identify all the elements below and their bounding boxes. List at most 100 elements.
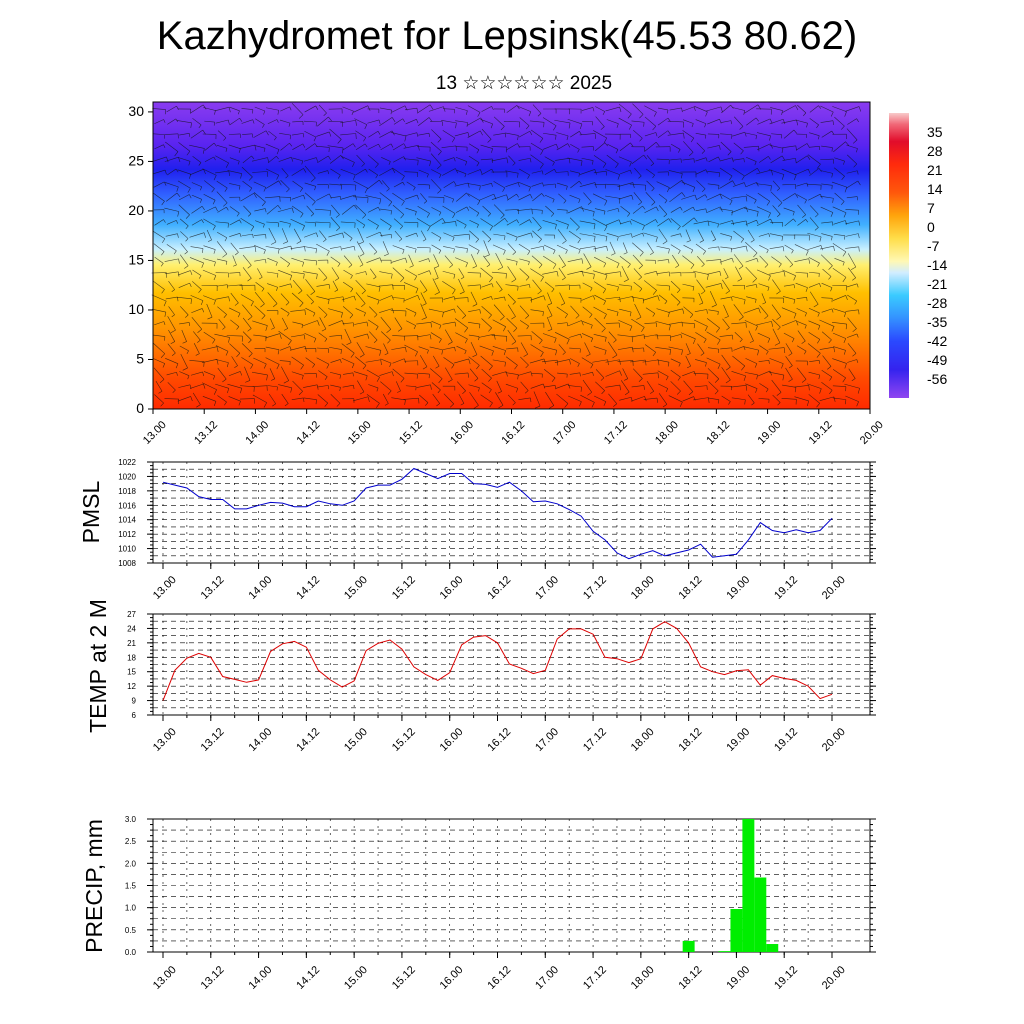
wind-barb bbox=[770, 155, 783, 164]
wind-barb bbox=[443, 296, 455, 300]
wind-barb-flag bbox=[426, 173, 429, 178]
wind-barb bbox=[342, 281, 354, 289]
wind-barb-flag bbox=[740, 238, 745, 243]
wind-barb-flag bbox=[578, 249, 581, 254]
wind-barb-flag bbox=[757, 350, 759, 356]
wind-barb bbox=[393, 181, 403, 188]
wind-barb-flag bbox=[745, 220, 748, 227]
wind-barb bbox=[327, 296, 344, 300]
wind-barb bbox=[455, 206, 467, 213]
wind-barb-flag bbox=[603, 314, 607, 319]
wind-barb bbox=[392, 297, 405, 299]
wind-barb bbox=[606, 119, 619, 124]
wind-barb bbox=[405, 269, 417, 277]
wind-barb-flag bbox=[503, 250, 506, 255]
wind-barb-flag bbox=[793, 284, 795, 289]
wind-barb-flag bbox=[774, 342, 781, 346]
wind-barb bbox=[808, 371, 820, 376]
wind-barb-flag bbox=[844, 235, 846, 240]
wind-barb-flag bbox=[211, 188, 215, 193]
wind-barb bbox=[518, 243, 531, 252]
wind-barb bbox=[845, 180, 859, 189]
wind-barb bbox=[456, 219, 467, 226]
wind-barb-flag bbox=[580, 386, 582, 392]
wind-barb-flag bbox=[771, 321, 774, 327]
wind-barb-flag bbox=[353, 385, 355, 390]
wind-barb bbox=[419, 394, 429, 403]
wind-barb bbox=[190, 246, 204, 249]
wind-barb-flag bbox=[724, 316, 729, 319]
wind-barb bbox=[366, 257, 381, 263]
wind-barb bbox=[240, 385, 255, 388]
wind-barb bbox=[833, 220, 846, 225]
cross-section-x-axis: 13.00 13.12 14.00 14.12 15.00 15.12 16.00 16.12… bbox=[141, 409, 886, 447]
wind-barb-flag bbox=[700, 352, 705, 356]
wind-barb bbox=[493, 304, 505, 317]
wind-barb bbox=[229, 106, 240, 112]
wind-barb-flag bbox=[504, 133, 507, 138]
wind-barb bbox=[455, 332, 468, 340]
wind-barb bbox=[428, 106, 444, 112]
wind-barb bbox=[618, 156, 632, 163]
wind-barb bbox=[317, 385, 329, 388]
wind-barb-flag bbox=[310, 213, 314, 217]
wind-barb bbox=[366, 369, 380, 378]
wind-barb-flag bbox=[429, 161, 432, 167]
wind-barb bbox=[491, 194, 507, 200]
wind-barb bbox=[454, 318, 468, 329]
wind-barb bbox=[316, 347, 329, 350]
wind-barb bbox=[756, 218, 771, 227]
wind-barb bbox=[468, 322, 480, 325]
wind-barb bbox=[520, 381, 529, 391]
wind-barb-flag bbox=[802, 214, 806, 218]
wind-barb bbox=[303, 120, 317, 123]
wind-barb-flag bbox=[403, 143, 407, 148]
y-tick-label: 1012 bbox=[118, 530, 136, 539]
wind-barb bbox=[330, 217, 341, 228]
wind-barb bbox=[201, 346, 218, 351]
wind-barb bbox=[455, 156, 467, 162]
wind-barb bbox=[403, 145, 419, 149]
precip-bar bbox=[682, 940, 695, 952]
wind-barb bbox=[215, 221, 229, 224]
wind-barb-flag bbox=[289, 346, 292, 351]
wind-barb bbox=[721, 395, 731, 402]
wind-barb bbox=[190, 383, 204, 389]
wind-barb-flag bbox=[616, 123, 619, 128]
wind-barb-flag bbox=[652, 290, 657, 295]
wind-barb-flag bbox=[300, 213, 304, 218]
wind-barb-flag bbox=[517, 135, 519, 141]
wind-barb-flag bbox=[163, 321, 166, 326]
colorbar-label: 35 bbox=[927, 124, 943, 140]
wind-barb-flag bbox=[199, 186, 203, 191]
wind-barb bbox=[493, 181, 505, 189]
wind-barb-flag bbox=[745, 385, 748, 391]
wind-barb bbox=[191, 182, 202, 188]
wind-barb-flag bbox=[392, 168, 396, 174]
wind-barb bbox=[367, 295, 380, 301]
wind-barb-flag bbox=[190, 270, 193, 276]
wind-barb bbox=[832, 385, 846, 387]
wind-barb-flag bbox=[240, 173, 242, 179]
wind-barb bbox=[757, 370, 771, 377]
wind-barb bbox=[519, 117, 530, 126]
wind-barb-flag bbox=[612, 354, 618, 359]
wind-barb bbox=[441, 221, 456, 224]
wind-barb bbox=[342, 384, 354, 388]
wind-barb-flag bbox=[689, 152, 694, 156]
wind-barb bbox=[808, 331, 820, 340]
wind-barb-flag bbox=[525, 315, 530, 319]
wind-barb-flag bbox=[708, 397, 710, 403]
wind-barb-flag bbox=[164, 311, 167, 317]
wind-barb-flag bbox=[580, 160, 583, 167]
wind-barb bbox=[581, 157, 594, 161]
colorbar-lines bbox=[889, 112, 909, 398]
wind-barb bbox=[380, 381, 392, 392]
wind-barb bbox=[343, 231, 353, 239]
wind-barb-flag bbox=[655, 206, 659, 212]
cross-section-x-tick-label: 14.00 bbox=[243, 419, 271, 447]
y-tick-label: 24 bbox=[127, 624, 136, 633]
wind-barb bbox=[606, 219, 620, 226]
wind-barb-flag bbox=[362, 214, 367, 219]
